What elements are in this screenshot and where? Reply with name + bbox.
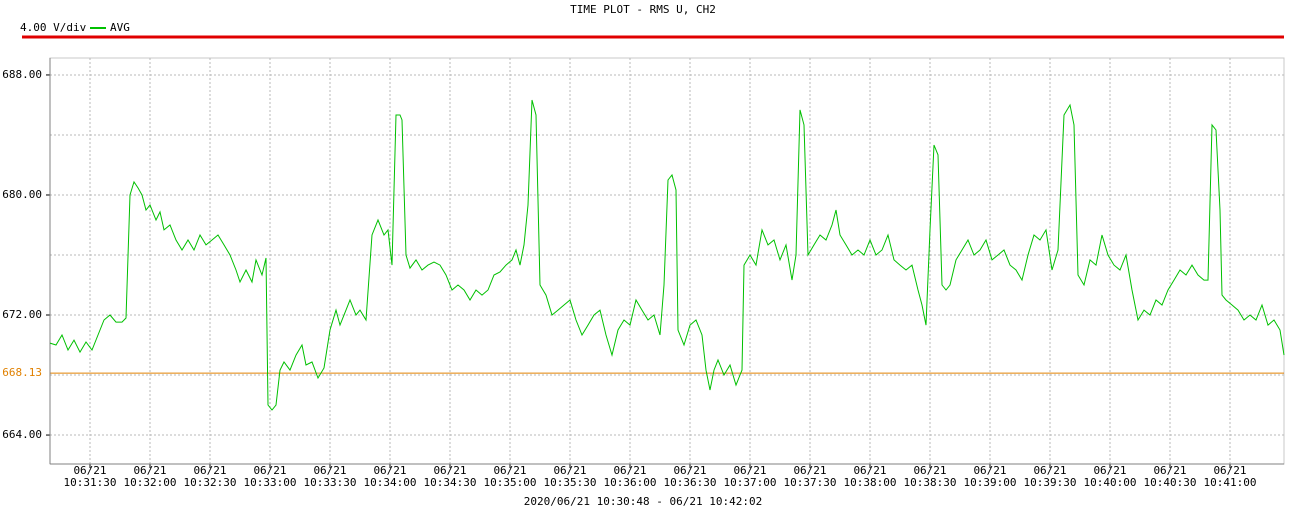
x-tick-label: 10:38:00 [844,476,897,489]
x-tick-label: 06/21 [313,464,346,477]
x-tick-label: 06/21 [133,464,166,477]
x-tick-label: 06/21 [1093,464,1126,477]
reference-label: 668.13 [2,366,42,379]
x-tick-label: 06/21 [1033,464,1066,477]
x-tick-label: 06/21 [673,464,706,477]
x-tick-label: 06/21 [73,464,106,477]
y-tick-label: 680.00 [2,188,42,201]
x-tick-label: 10:40:30 [1144,476,1197,489]
x-tick-label: 06/21 [853,464,886,477]
x-tick-label: 10:32:30 [184,476,237,489]
x-tick-label: 06/21 [373,464,406,477]
x-tick-label: 10:32:00 [124,476,177,489]
chart-title: TIME PLOT - RMS U, CH2 [570,3,716,16]
x-tick-label: 06/21 [433,464,466,477]
x-tick-label: 10:35:30 [544,476,597,489]
x-tick-label: 10:37:00 [724,476,777,489]
x-tick-label: 10:36:00 [604,476,657,489]
x-tick-label: 06/21 [1213,464,1246,477]
x-tick-label: 10:34:30 [424,476,477,489]
x-tick-label: 06/21 [193,464,226,477]
x-tick-label: 06/21 [493,464,526,477]
x-tick-label: 06/21 [793,464,826,477]
x-tick-label: 10:33:00 [244,476,297,489]
time-range: 2020/06/21 10:30:48 - 06/21 10:42:02 [524,495,762,508]
x-tick-label: 10:39:00 [964,476,1017,489]
x-tick-label: 10:39:30 [1024,476,1077,489]
x-tick-label: 10:31:30 [64,476,117,489]
x-tick-label: 06/21 [253,464,286,477]
data-line [49,99,1285,411]
x-tick-label: 06/21 [913,464,946,477]
legend-label: AVG [110,21,130,34]
x-tick-label: 10:41:00 [1204,476,1257,489]
x-tick-label: 06/21 [733,464,766,477]
x-tick-label: 10:40:00 [1084,476,1137,489]
x-tick-label: 06/21 [973,464,1006,477]
plot-area [49,57,1285,465]
x-tick-label: 10:37:30 [784,476,837,489]
x-tick-label: 10:34:00 [364,476,417,489]
y-tick-label: 664.00 [2,428,42,441]
x-tick-label: 10:38:30 [904,476,957,489]
y-tick-label: 688.00 [2,68,42,81]
x-tick-label: 06/21 [613,464,646,477]
x-tick-label: 10:35:00 [484,476,537,489]
x-tick-label: 10:36:30 [664,476,717,489]
x-tick-label: 06/21 [1153,464,1186,477]
x-tick-label: 10:33:30 [304,476,357,489]
x-tick-label: 06/21 [553,464,586,477]
y-tick-label: 672.00 [2,308,42,321]
scale-label: 4.00 V/div [20,21,87,34]
